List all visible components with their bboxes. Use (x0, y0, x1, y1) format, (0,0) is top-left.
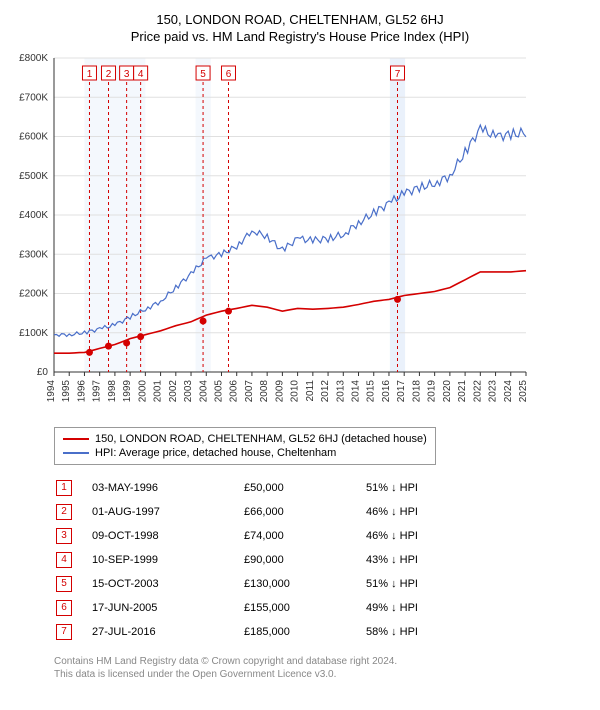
svg-text:2005: 2005 (213, 380, 224, 403)
svg-text:2: 2 (106, 69, 112, 80)
svg-text:6: 6 (226, 69, 232, 80)
svg-text:2009: 2009 (274, 380, 285, 403)
event-price: £130,000 (244, 573, 364, 595)
legend-swatch (63, 438, 89, 440)
event-price: £50,000 (244, 477, 364, 499)
svg-text:2013: 2013 (335, 380, 346, 403)
price-chart: £0 £100K £200K £300K £400K £500K £600K £700K £80… (12, 52, 588, 417)
event-num: 5 (56, 576, 72, 592)
event-price: £66,000 (244, 501, 364, 523)
svg-text:2001: 2001 (153, 380, 164, 403)
event-delta: 58% ↓ HPI (366, 621, 466, 643)
event-date: 09-OCT-1998 (92, 525, 242, 547)
svg-text:7: 7 (395, 69, 401, 80)
svg-text:2023: 2023 (488, 380, 499, 403)
svg-text:2010: 2010 (290, 380, 301, 403)
svg-text:1999: 1999 (122, 380, 133, 403)
legend-swatch (63, 452, 89, 454)
svg-text:1995: 1995 (61, 380, 72, 403)
svg-text:2022: 2022 (472, 380, 483, 403)
event-delta: 51% ↓ HPI (366, 477, 466, 499)
legend-label: 150, LONDON ROAD, CHELTENHAM, GL52 6HJ (… (95, 433, 427, 445)
chart-legend: 150, LONDON ROAD, CHELTENHAM, GL52 6HJ (… (54, 427, 436, 465)
svg-text:1996: 1996 (76, 380, 87, 403)
svg-text:£500K: £500K (19, 171, 48, 182)
svg-text:2012: 2012 (320, 380, 331, 403)
svg-text:2025: 2025 (518, 380, 529, 403)
event-date: 15-OCT-2003 (92, 573, 242, 595)
table-row: 6 17-JUN-2005£155,00049% ↓ HPI (56, 597, 466, 619)
svg-text:2016: 2016 (381, 380, 392, 403)
events-table: 103-MAY-1996£50,00051% ↓ HPI201-AUG-1997… (54, 475, 468, 645)
event-price: £90,000 (244, 549, 364, 571)
svg-text:2008: 2008 (259, 380, 270, 403)
chart-subtitle: Price paid vs. HM Land Registry's House … (12, 29, 588, 44)
svg-text:£200K: £200K (19, 289, 48, 300)
svg-text:£800K: £800K (19, 53, 48, 64)
table-row: 1 03-MAY-1996£50,00051% ↓ HPI (56, 477, 466, 499)
event-date: 17-JUN-2005 (92, 597, 242, 619)
svg-text:£100K: £100K (19, 328, 48, 339)
svg-text:2004: 2004 (198, 380, 209, 403)
event-price: £155,000 (244, 597, 364, 619)
event-delta: 49% ↓ HPI (366, 597, 466, 619)
svg-text:2020: 2020 (442, 380, 453, 403)
event-price: £74,000 (244, 525, 364, 547)
svg-text:2014: 2014 (351, 380, 362, 403)
event-num: 2 (56, 504, 72, 520)
table-row: 3 09-OCT-1998£74,00046% ↓ HPI (56, 525, 466, 547)
svg-text:2018: 2018 (411, 380, 422, 403)
event-date: 03-MAY-1996 (92, 477, 242, 499)
svg-text:£300K: £300K (19, 249, 48, 260)
svg-text:£400K: £400K (19, 210, 48, 221)
svg-text:2000: 2000 (137, 380, 148, 403)
footnote: Contains HM Land Registry data © Crown c… (54, 655, 588, 681)
svg-text:5: 5 (200, 69, 206, 80)
svg-text:1: 1 (87, 69, 93, 80)
chart-title: 150, LONDON ROAD, CHELTENHAM, GL52 6HJ (12, 12, 588, 27)
event-num: 7 (56, 624, 72, 640)
svg-text:4: 4 (138, 69, 144, 80)
svg-text:3: 3 (124, 69, 130, 80)
event-price: £185,000 (244, 621, 364, 643)
event-num: 1 (56, 480, 72, 496)
svg-text:2006: 2006 (229, 380, 240, 403)
event-delta: 46% ↓ HPI (366, 501, 466, 523)
svg-text:2003: 2003 (183, 380, 194, 403)
event-delta: 43% ↓ HPI (366, 549, 466, 571)
svg-text:2015: 2015 (366, 380, 377, 403)
event-delta: 51% ↓ HPI (366, 573, 466, 595)
event-num: 3 (56, 528, 72, 544)
table-row: 4 10-SEP-1999£90,00043% ↓ HPI (56, 549, 466, 571)
svg-text:1998: 1998 (107, 380, 118, 403)
event-date: 01-AUG-1997 (92, 501, 242, 523)
event-date: 27-JUL-2016 (92, 621, 242, 643)
svg-text:£0: £0 (37, 367, 49, 378)
table-row: 2 01-AUG-1997£66,00046% ↓ HPI (56, 501, 466, 523)
svg-text:2021: 2021 (457, 380, 468, 403)
svg-text:£700K: £700K (19, 92, 48, 103)
event-date: 10-SEP-1999 (92, 549, 242, 571)
svg-text:2019: 2019 (427, 380, 438, 403)
svg-text:1997: 1997 (92, 380, 103, 403)
svg-text:2017: 2017 (396, 380, 407, 403)
svg-text:2002: 2002 (168, 380, 179, 403)
event-num: 4 (56, 552, 72, 568)
event-num: 6 (56, 600, 72, 616)
svg-text:2024: 2024 (503, 380, 514, 403)
svg-text:2011: 2011 (305, 380, 316, 402)
svg-text:1994: 1994 (46, 380, 57, 403)
svg-text:£600K: £600K (19, 132, 48, 143)
table-row: 5 15-OCT-2003£130,00051% ↓ HPI (56, 573, 466, 595)
event-delta: 46% ↓ HPI (366, 525, 466, 547)
svg-text:2007: 2007 (244, 380, 255, 403)
table-row: 7 27-JUL-2016£185,00058% ↓ HPI (56, 621, 466, 643)
legend-label: HPI: Average price, detached house, Chel… (95, 447, 336, 459)
